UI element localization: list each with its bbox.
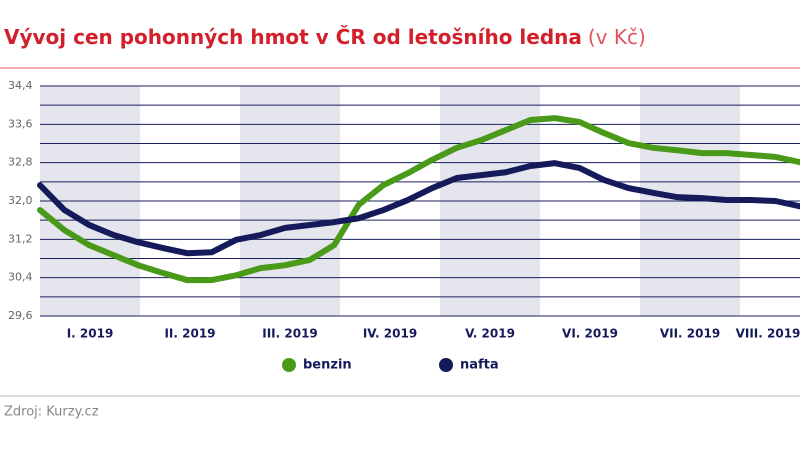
x-tick-label: VI. 2019 (562, 327, 618, 341)
legend-marker (439, 358, 453, 372)
source: Zdroj: Kurzy.cz (4, 405, 99, 420)
series-line (37, 160, 800, 257)
legend-label: nafta (460, 358, 499, 373)
legend-label: benzin (303, 358, 352, 373)
y-tick-label: 33,6 (8, 117, 33, 130)
x-tick-label: III. 2019 (262, 327, 318, 341)
x-tick-label: VII. 2019 (660, 327, 720, 341)
x-tick-label: VIII. 2019 (736, 327, 800, 341)
y-tick-label: 29,6 (8, 309, 33, 322)
y-tick-label: 32,0 (8, 194, 33, 207)
legend-marker (282, 358, 296, 372)
chart-title: Vývoj cen pohonných hmot v ČR od letošní… (4, 25, 646, 49)
x-tick-label: II. 2019 (164, 327, 215, 341)
x-tick-label: V. 2019 (465, 327, 515, 341)
y-tick-label: 30,4 (8, 271, 33, 284)
y-tick-label: 32,8 (8, 156, 33, 169)
subtitle: (v Kč) (588, 25, 646, 49)
series-line (37, 115, 800, 284)
title-text: Vývoj cen pohonných hmot v ČR od letošní… (4, 25, 582, 49)
x-tick-label: I. 2019 (67, 327, 114, 341)
x-tick-label: IV. 2019 (363, 327, 417, 341)
y-tick-label: 34,4 (8, 79, 33, 92)
y-tick-label: 31,2 (8, 232, 33, 245)
